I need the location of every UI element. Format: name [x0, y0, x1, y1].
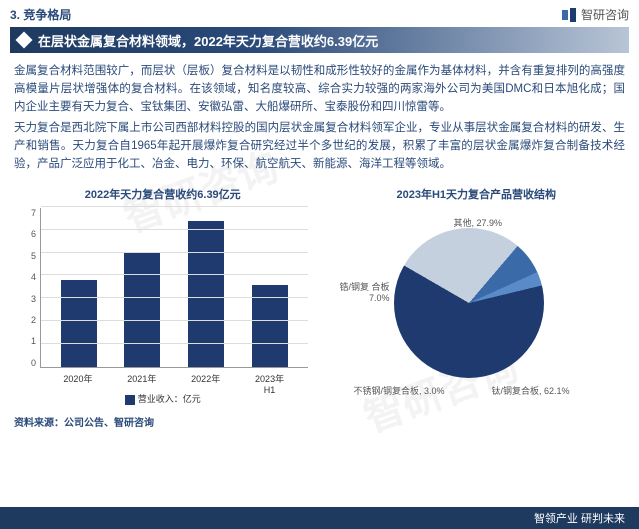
grid-line — [41, 206, 308, 207]
legend-swatch — [125, 395, 135, 405]
y-tick: 2 — [18, 315, 36, 325]
bar-chart-panel: 2022年天力复合营收约6.39亿元 01234567 2020年2021年20… — [10, 186, 316, 408]
header: 3. 竞争格局 智研咨询 — [0, 0, 639, 25]
bar-chart-title: 2022年天力复合营收约6.39亿元 — [10, 186, 316, 202]
x-axis-labels: 2020年 2021年 2022年 2023年H1 — [40, 370, 308, 388]
grid-line — [41, 343, 308, 344]
pie-label-zr: 锆/钢复 合板 7.0% — [328, 280, 390, 303]
y-tick: 4 — [18, 272, 36, 282]
bar — [61, 280, 97, 367]
pie-disc — [394, 228, 544, 378]
charts-row: 2022年天力复合营收约6.39亿元 01234567 2020年2021年20… — [0, 186, 639, 408]
x-tick: 2020年 — [60, 370, 96, 388]
brand-text: 智研咨询 — [581, 6, 629, 23]
paragraph-2: 天力复合是西北院下属上市公司西部材料控股的国内层状金属复合材料领军企业，专业从事… — [14, 120, 625, 173]
bar — [124, 253, 160, 367]
diamond-icon — [16, 32, 33, 49]
footer: 智领产业 研判未来 — [0, 507, 639, 529]
y-tick: 1 — [18, 336, 36, 346]
legend-label: 营业收入：亿元 — [138, 394, 201, 404]
grid-line — [41, 274, 308, 275]
title-text: 在层状金属复合材料领域，2022年天力复合营收约6.39亿元 — [38, 31, 378, 50]
paragraph-1: 金属复合材料范围较广，而层状（层板）复合材料是以韧性和成形性较好的金属作为基体材… — [14, 63, 625, 116]
pie-chart: 其他, 27.9% 锆/钢复 合板 7.0% 不锈钢/钢复合板, 3.0% 钛/… — [324, 208, 630, 408]
body-text: 金属复合材料范围较广，而层状（层板）复合材料是以韧性和成形性较好的金属作为基体材… — [0, 59, 639, 186]
x-tick: 2021年 — [124, 370, 160, 388]
y-tick: 6 — [18, 229, 36, 239]
y-tick: 7 — [18, 208, 36, 218]
brand-logo: 智研咨询 — [561, 6, 629, 23]
grid-line — [41, 297, 308, 298]
brand-icon — [561, 7, 577, 23]
y-axis: 0 1 2 3 4 5 6 7 — [18, 208, 36, 368]
pie-label-ti: 钛/钢复合板, 62.1% — [492, 384, 570, 397]
y-tick: 3 — [18, 294, 36, 304]
pie-label-ss: 不锈钢/钢复合板, 3.0% — [354, 384, 445, 397]
source-line: 资料来源：公司公告、智研咨询 — [0, 408, 639, 429]
pie-chart-title: 2023年H1天力复合产品营收结构 — [324, 186, 630, 202]
x-tick: 2023年H1 — [252, 370, 288, 388]
y-tick: 5 — [18, 251, 36, 261]
grid-line — [41, 252, 308, 253]
x-tick: 2022年 — [188, 370, 224, 388]
bar — [188, 221, 224, 367]
y-tick: 0 — [18, 358, 36, 368]
grid-line — [41, 229, 308, 230]
grid-line — [41, 320, 308, 321]
bar-chart: 0 1 2 3 4 5 6 7 2020年 2021年 2022年 2023年H1 — [18, 208, 308, 388]
pie-chart-panel: 2023年H1天力复合产品营收结构 其他, 27.9% 锆/钢复 合板 7.0%… — [324, 186, 630, 408]
bar-plot-area — [40, 208, 308, 368]
section-number: 3. 竞争格局 — [10, 6, 71, 23]
title-bar: 在层状金属复合材料领域，2022年天力复合营收约6.39亿元 — [10, 27, 629, 53]
pie-label-other: 其他, 27.9% — [454, 216, 503, 229]
